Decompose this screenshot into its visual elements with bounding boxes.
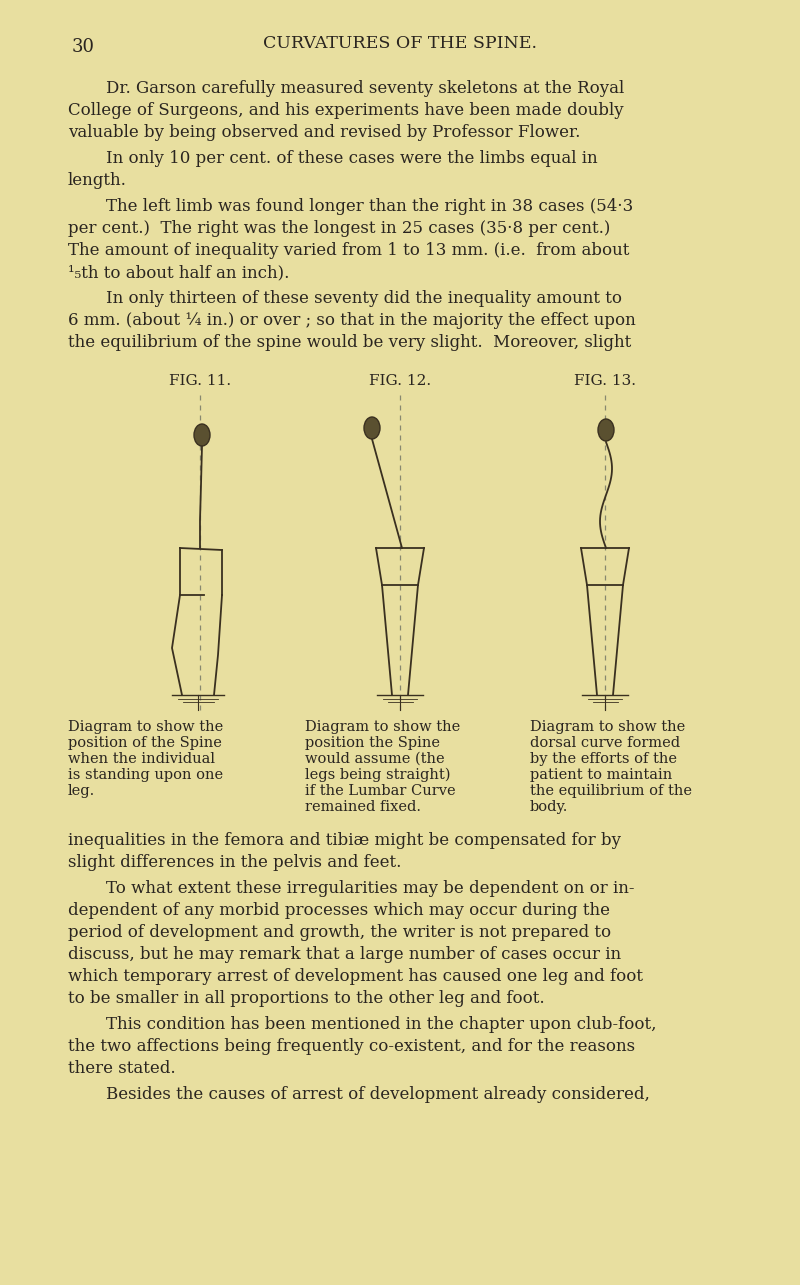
Text: In only thirteen of these seventy did the inequality amount to: In only thirteen of these seventy did th… <box>106 290 622 307</box>
Text: FIG. 13.: FIG. 13. <box>574 374 636 388</box>
Text: legs being straight): legs being straight) <box>305 768 450 783</box>
Text: patient to maintain: patient to maintain <box>530 768 672 783</box>
Text: College of Surgeons, and his experiments have been made doubly: College of Surgeons, and his experiments… <box>68 102 624 120</box>
Text: slight differences in the pelvis and feet.: slight differences in the pelvis and fee… <box>68 855 402 871</box>
Ellipse shape <box>364 418 380 439</box>
Text: inequalities in the femora and tibiæ might be compensated for by: inequalities in the femora and tibiæ mig… <box>68 831 621 849</box>
Text: FIG. 11.: FIG. 11. <box>169 374 231 388</box>
Text: which temporary arrest of development has caused one leg and foot: which temporary arrest of development ha… <box>68 968 643 986</box>
Text: period of development and growth, the writer is not prepared to: period of development and growth, the wr… <box>68 924 611 941</box>
Text: 6 mm. (about ¼ in.) or over ; so that in the majority the effect upon: 6 mm. (about ¼ in.) or over ; so that in… <box>68 312 636 329</box>
Text: 30: 30 <box>72 39 95 57</box>
Text: CURVATURES OF THE SPINE.: CURVATURES OF THE SPINE. <box>263 35 537 51</box>
Text: position of the Spine: position of the Spine <box>68 736 222 750</box>
Text: To what extent these irregularities may be dependent on or in-: To what extent these irregularities may … <box>106 880 634 897</box>
Text: the equilibrium of the spine would be very slight.  Moreover, slight: the equilibrium of the spine would be ve… <box>68 334 631 351</box>
Text: The amount of inequality varied from 1 to 13 mm. (i.e.  from about: The amount of inequality varied from 1 t… <box>68 242 630 260</box>
Text: length.: length. <box>68 172 127 189</box>
Text: Dr. Garson carefully measured seventy skeletons at the Royal: Dr. Garson carefully measured seventy sk… <box>106 80 624 96</box>
Text: is standing upon one: is standing upon one <box>68 768 223 783</box>
Text: discuss, but he may remark that a large number of cases occur in: discuss, but he may remark that a large … <box>68 946 621 962</box>
Text: leg.: leg. <box>68 784 95 798</box>
Ellipse shape <box>598 419 614 441</box>
Text: Diagram to show the: Diagram to show the <box>68 720 223 734</box>
Text: This condition has been mentioned in the chapter upon club-foot,: This condition has been mentioned in the… <box>106 1016 657 1033</box>
Text: valuable by being observed and revised by Professor Flower.: valuable by being observed and revised b… <box>68 123 580 141</box>
Text: ¹₅th to about half an inch).: ¹₅th to about half an inch). <box>68 263 290 281</box>
Text: by the efforts of the: by the efforts of the <box>530 752 677 766</box>
Text: In only 10 per cent. of these cases were the limbs equal in: In only 10 per cent. of these cases were… <box>106 150 598 167</box>
Text: Diagram to show the: Diagram to show the <box>530 720 686 734</box>
Text: The left limb was found longer than the right in 38 cases (54·3: The left limb was found longer than the … <box>106 198 634 215</box>
Text: dependent of any morbid processes which may occur during the: dependent of any morbid processes which … <box>68 902 610 919</box>
Text: Besides the causes of arrest of development already considered,: Besides the causes of arrest of developm… <box>106 1086 650 1103</box>
Ellipse shape <box>194 424 210 446</box>
Text: to be smaller in all proportions to the other leg and foot.: to be smaller in all proportions to the … <box>68 989 545 1007</box>
Text: remained fixed.: remained fixed. <box>305 801 421 813</box>
Text: would assume (the: would assume (the <box>305 752 445 766</box>
Text: dorsal curve formed: dorsal curve formed <box>530 736 680 750</box>
Text: there stated.: there stated. <box>68 1060 176 1077</box>
Text: Diagram to show the: Diagram to show the <box>305 720 460 734</box>
Text: when the individual: when the individual <box>68 752 215 766</box>
Text: the equilibrium of the: the equilibrium of the <box>530 784 692 798</box>
Text: per cent.)  The right was the longest in 25 cases (35·8 per cent.): per cent.) The right was the longest in … <box>68 220 610 236</box>
Text: the two affections being frequently co-existent, and for the reasons: the two affections being frequently co-e… <box>68 1038 635 1055</box>
Text: body.: body. <box>530 801 568 813</box>
Text: position the Spine: position the Spine <box>305 736 440 750</box>
Text: FIG. 12.: FIG. 12. <box>369 374 431 388</box>
Text: if the Lumbar Curve: if the Lumbar Curve <box>305 784 456 798</box>
